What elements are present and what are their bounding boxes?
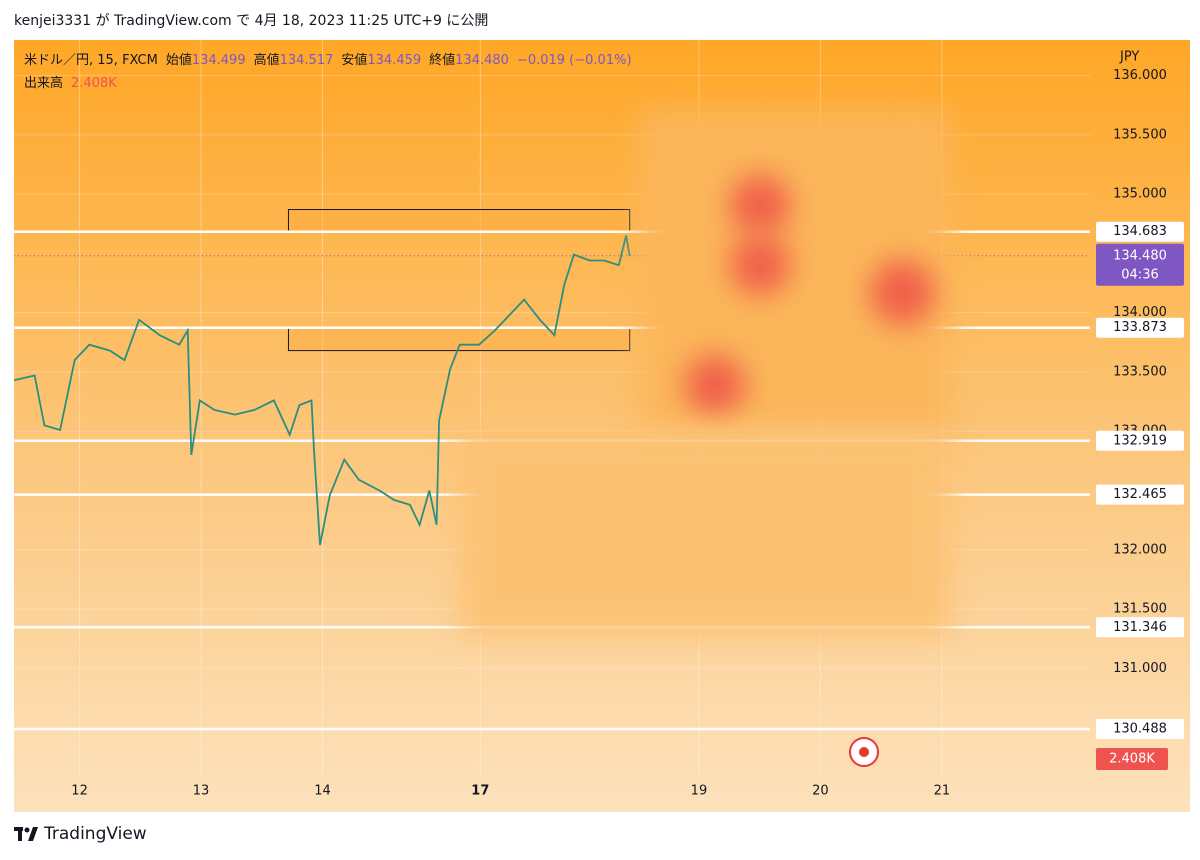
x-tick-label: 19	[691, 784, 708, 799]
level-label: 132.465	[1113, 487, 1167, 502]
chart-background	[14, 40, 1190, 812]
y-tick-label: 132.000	[1113, 542, 1167, 557]
currency-label: JPY	[1119, 50, 1139, 65]
legend-row: 米ドル／円, 15, FXCM 始値134.499 高値134.517 安値134.4…	[24, 52, 632, 68]
level-label: 130.488	[1113, 722, 1167, 737]
x-tick-label: 12	[71, 784, 88, 799]
level-badge	[1096, 719, 1184, 740]
y-tick-label: 133.500	[1113, 364, 1167, 379]
y-tick-label: 135.500	[1113, 127, 1167, 142]
blurred-overlay	[870, 260, 935, 325]
volume-badge-label: 2.408K	[1109, 752, 1155, 767]
blurred-overlay	[685, 355, 745, 415]
field-label: 安値	[341, 52, 367, 68]
footer-logo: TradingView	[14, 824, 147, 844]
x-tick-label: 14	[314, 784, 331, 799]
field-value: 134.499	[192, 53, 246, 68]
field-label: 終値	[429, 52, 455, 68]
y-tick-label: 131.500	[1113, 602, 1167, 617]
field-value: 134.517	[280, 53, 334, 68]
field-label: 高値	[254, 52, 280, 68]
publish-info: kenjei3331 が TradingView.com で 4月 18, 20…	[14, 13, 489, 29]
volume-row: 出来高 2.408K	[24, 75, 117, 91]
price-line	[13, 235, 631, 546]
x-tick-label: 21	[934, 784, 951, 799]
logo-text: TradingView	[44, 824, 147, 844]
change: −0.019 (−0.01%)	[517, 53, 632, 68]
level-label: 134.683	[1113, 224, 1167, 239]
symbol: 米ドル／円, 15, FXCM	[24, 53, 158, 68]
logo-icon	[14, 827, 38, 841]
blurred-overlay	[730, 235, 790, 295]
level-badge	[1096, 484, 1184, 505]
last-price-badge	[1096, 243, 1184, 286]
level-badge	[1096, 317, 1184, 338]
x-tick-label: 20	[812, 784, 829, 799]
level-label: 133.873	[1113, 320, 1167, 335]
zone-box	[287, 209, 631, 233]
volume-label: 出来高	[24, 75, 63, 91]
field-label: 始値	[166, 52, 192, 68]
last-price-label: 134.480	[1113, 248, 1167, 263]
field-value: 134.480	[455, 53, 509, 68]
volume-value: 2.408K	[71, 76, 117, 91]
record-icon[interactable]	[849, 737, 879, 767]
x-tick-label: 13	[193, 784, 210, 799]
level-label: 131.346	[1113, 620, 1167, 635]
countdown: 04:36	[1121, 267, 1158, 282]
volume-badge	[1096, 748, 1168, 770]
x-tick-label: 17	[471, 784, 489, 799]
y-tick-label: 135.000	[1113, 187, 1167, 202]
y-tick-label: 136.000	[1113, 68, 1167, 83]
blurred-overlay	[730, 175, 790, 235]
level-label: 132.919	[1113, 433, 1167, 448]
y-tick-label: 131.000	[1113, 661, 1167, 676]
level-badge	[1096, 617, 1184, 638]
blurred-overlay	[460, 430, 950, 635]
level-badge	[1096, 430, 1184, 451]
chart: 12 13 14 17 19 20 21 136.000 135.500 135.000 134.0…	[13, 40, 1190, 812]
y-tick-label: 134.000	[1113, 305, 1167, 320]
field-value: 134.459	[367, 53, 421, 68]
level-badge	[1096, 221, 1184, 242]
